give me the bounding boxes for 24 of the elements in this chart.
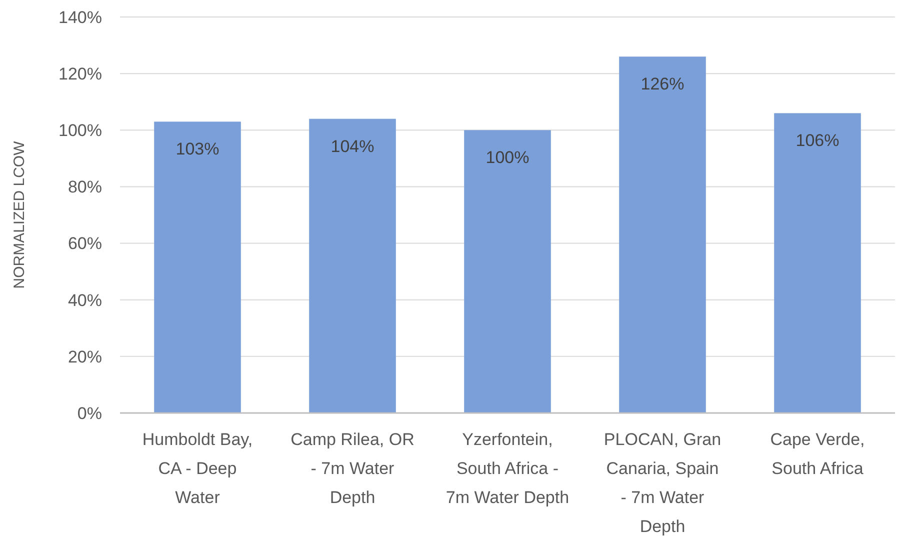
x-tick-label: Yzerfontein, South Africa - 7m Water Depth [446,430,570,507]
data-label: 100% [486,148,530,168]
data-label: 104% [330,136,374,156]
y-tick-label: 100% [58,121,102,140]
bar [619,56,706,413]
y-tick-label: 60% [68,234,102,254]
bar [154,122,241,413]
x-tick-label: Camp Rilea, OR - 7m Water Depth [290,430,414,507]
x-tick-label: PLOCAN, Gran Canaria, Spain - 7m Water Depth [604,430,722,536]
bar [309,118,396,413]
y-tick-label: 80% [68,178,102,197]
data-label: 103% [176,140,220,159]
y-tick-label: 20% [68,347,102,366]
bar [774,113,861,413]
x-tick-label: Humboldt Bay, CA - Deep Water [142,430,253,507]
y-tick-label: 140% [58,8,102,27]
bar [464,130,551,413]
y-tick-label: 40% [68,290,102,310]
y-tick-label: 0% [77,404,102,423]
data-label: 106% [796,131,840,150]
x-tick-label: Cape Verde, South Africa [770,430,865,478]
y-tick-label: 120% [58,64,102,84]
y-axis-title: NORMALIZED LCOW [11,140,28,289]
data-label: 126% [640,74,684,94]
